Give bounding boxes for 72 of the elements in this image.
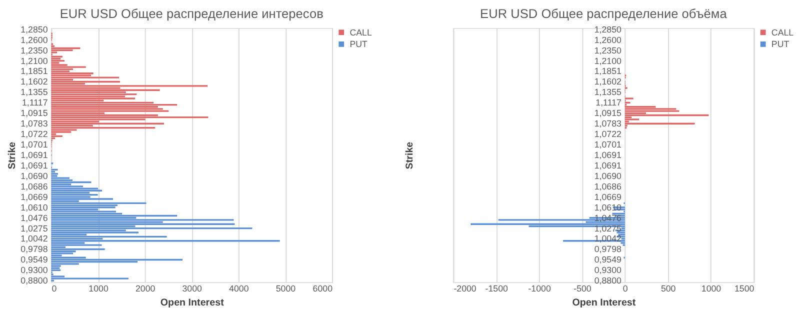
x-tick-label: 3000: [182, 283, 202, 294]
y-tick-label: 1,1851: [20, 66, 48, 76]
x-tick-label: 0: [52, 283, 57, 294]
y-tick-label: 1,1851: [594, 66, 622, 76]
legend-label: CALL: [350, 27, 372, 38]
x-axis-title: Open Interest: [572, 297, 636, 308]
y-tick-label: 1,0686: [594, 181, 622, 192]
y-tick-label: 1,1117: [22, 98, 48, 108]
y-axis-title: Strike: [404, 141, 416, 170]
x-tick-label: -1000: [528, 283, 551, 294]
x-tick-label: 1500: [734, 283, 754, 294]
y-tick-label: 1,0690: [20, 170, 48, 181]
legend-label: CALL: [771, 27, 794, 38]
y-tick-label: 1,0042: [20, 234, 48, 244]
y-tick-label: 0,9549: [594, 254, 622, 265]
y-tick-label: 0,9798: [20, 244, 48, 254]
y-tick-label: 1,2600: [594, 34, 622, 45]
y-tick-label: 1,0275: [20, 223, 48, 234]
y-tick-label: 1,2850: [20, 24, 48, 34]
y-tick-label: 1,0610: [594, 202, 622, 212]
x-tick-label: 6000: [312, 283, 333, 294]
x-tick-label: 500: [660, 283, 676, 294]
y-tick-label: 0,9300: [594, 265, 622, 276]
y-tick-label: 1,0669: [20, 192, 48, 202]
x-tick-label: 1000: [88, 283, 108, 294]
y-tick-label: 0,8800: [594, 276, 622, 286]
x-tick-label: -2000: [454, 283, 476, 294]
y-tick-label: 1,0610: [20, 202, 48, 212]
y-tick-label: 1,2350: [594, 45, 622, 56]
x-tick-label: -500: [574, 283, 592, 294]
y-tick-label: 1,0686: [20, 181, 48, 192]
y-tick-label: 1,0691: [20, 150, 48, 160]
y-tick-label: 1,0783: [594, 118, 622, 129]
y-tick-label: 1,0915: [594, 108, 622, 118]
y-tick-label: 0,8800: [20, 276, 48, 286]
y-tick-label: 1,0701: [20, 140, 48, 150]
x-tick-label: -1500: [485, 283, 508, 294]
y-tick-label: 1,0783: [20, 118, 48, 129]
x-tick-label: 5000: [276, 283, 296, 294]
y-axis-title: Strike: [6, 141, 18, 170]
y-tick-label: 1,2600: [20, 34, 48, 45]
y-tick-label: 1,1355: [594, 87, 622, 98]
y-tick-label: 1,0476: [20, 212, 48, 223]
y-tick-label: 1,2350: [20, 45, 48, 56]
chart-title: EUR USD Общее распределение интересов: [60, 6, 324, 22]
y-tick-label: 1,0701: [594, 140, 622, 150]
y-tick-label: 1,0691: [594, 160, 622, 170]
y-tick-label: 1,0722: [20, 129, 48, 140]
chart-title: EUR USD Общее распределение объёма: [480, 6, 728, 22]
y-tick-label: 1,0669: [594, 192, 622, 202]
legend-label: PUT: [771, 39, 790, 50]
y-tick-label: 1,0690: [594, 170, 622, 181]
y-tick-label: 0,9549: [20, 254, 48, 265]
y-tick-label: 1,2100: [20, 56, 48, 66]
y-tick-label: 1,1602: [594, 76, 622, 87]
x-tick-label: 2000: [135, 283, 156, 294]
x-tick-label: 4000: [229, 283, 249, 294]
y-tick-label: 1,1602: [20, 76, 48, 87]
x-tick-label: 0: [622, 283, 628, 294]
y-tick-label: 1,2100: [594, 56, 622, 66]
y-tick-label: 1,0722: [594, 129, 622, 140]
y-tick-label: 1,0691: [20, 160, 48, 170]
y-tick-label: 1,0915: [20, 108, 48, 118]
y-tick-label: 1,1117: [596, 98, 622, 108]
y-tick-label: 1,1355: [20, 87, 48, 98]
y-tick-label: 0,9300: [20, 265, 48, 276]
y-tick-label: 1,0691: [594, 150, 622, 160]
y-tick-label: 0,9798: [594, 244, 622, 254]
y-tick-label: 1,2850: [594, 24, 622, 34]
x-tick-label: 1000: [701, 283, 722, 294]
x-axis-title: Open Interest: [160, 297, 225, 308]
legend-label: PUT: [350, 39, 368, 50]
